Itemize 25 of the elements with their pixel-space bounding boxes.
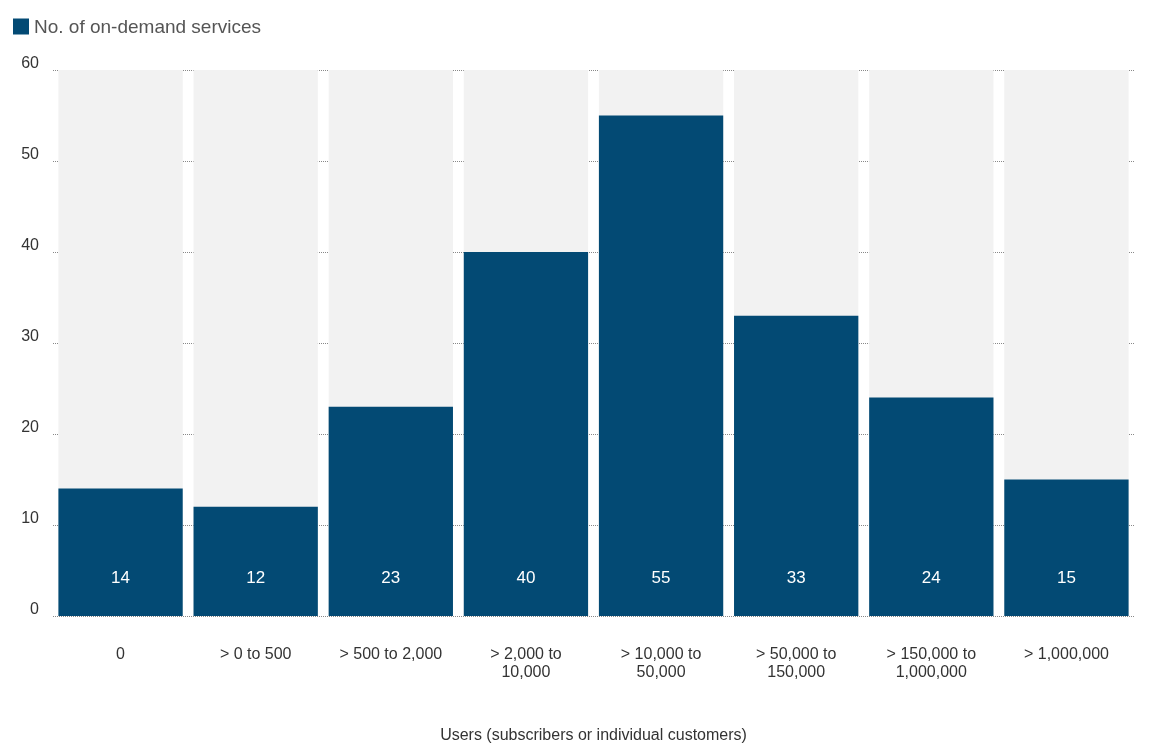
data-label: 40 <box>516 568 536 587</box>
data-label: 15 <box>1056 568 1076 587</box>
y-tick-label: 60 <box>21 53 40 71</box>
y-tick-label: 20 <box>21 417 40 435</box>
x-tick-label: > 0 to 500 <box>219 644 292 662</box>
data-label: 33 <box>786 568 806 587</box>
x-tick-label: > 50,000 to 150,000 <box>755 644 837 680</box>
x-tick-label: > 10,000 to 50,000 <box>620 644 702 680</box>
x-tick-label: > 150,000 to 1,000,000 <box>886 644 977 680</box>
y-tick-label: 30 <box>21 326 40 344</box>
data-label: 12 <box>246 568 266 587</box>
y-tick-label: 0 <box>30 599 40 617</box>
x-tick-label: > 2,000 to 10,000 <box>490 644 562 680</box>
data-label: 14 <box>111 568 131 587</box>
data-label: 55 <box>651 568 671 587</box>
y-tick-label: 50 <box>21 144 40 162</box>
x-tick-label: 0 <box>116 644 126 662</box>
x-tick-label: > 500 to 2,000 <box>339 644 443 662</box>
x-tick-label: > 1,000,000 <box>1023 644 1110 662</box>
y-tick-label: 40 <box>21 235 40 253</box>
x-axis-title: Users (subscribers or individual customers) <box>440 725 747 743</box>
legend-label: No. of on-demand services <box>34 16 262 37</box>
y-tick-label: 10 <box>21 508 40 526</box>
data-label: 23 <box>381 568 401 587</box>
data-label: 24 <box>921 568 941 587</box>
